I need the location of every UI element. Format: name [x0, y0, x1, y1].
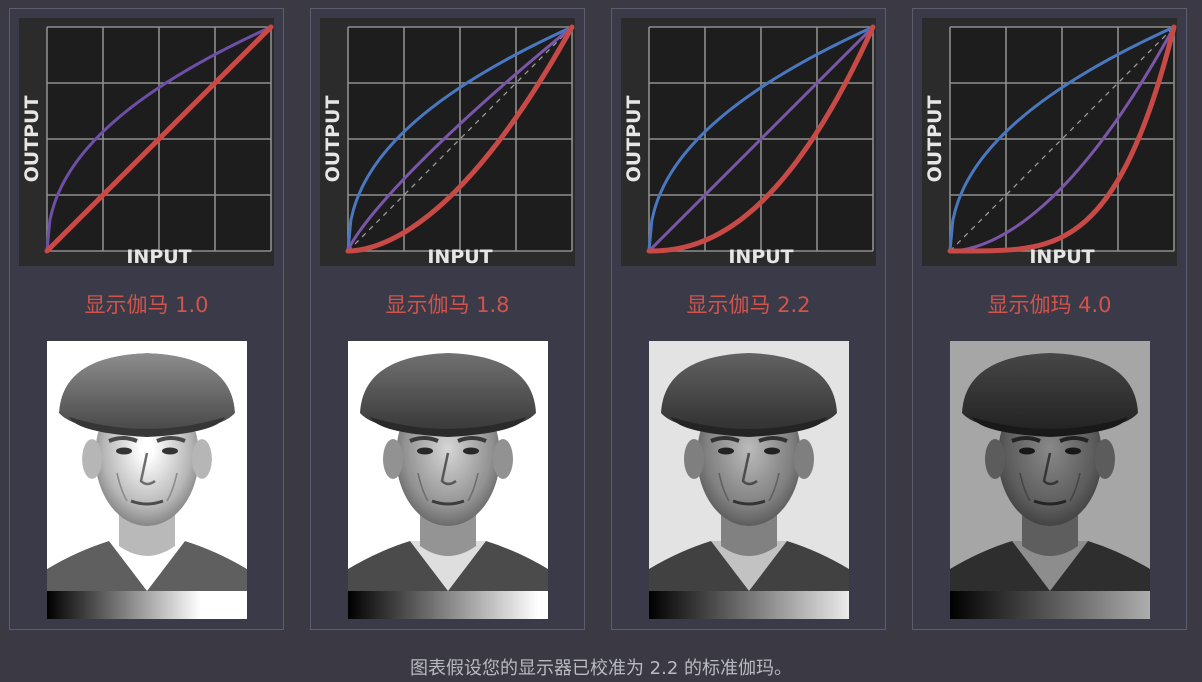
right-ear [493, 439, 513, 479]
gamma-series-line [346, 25, 574, 253]
cap-shape [661, 353, 837, 430]
right-eye [1065, 447, 1081, 455]
gamma-series-line [646, 24, 876, 254]
nose-shape [139, 452, 156, 486]
x-axis-label: INPUT [427, 246, 492, 266]
shirt-shape [711, 541, 787, 591]
shirt-shape [1012, 541, 1088, 591]
grid-lines [347, 26, 573, 252]
gamma-panel: INPUT OUTPUT 显示伽马 1.0 [9, 8, 284, 630]
gamma-series-line [346, 25, 574, 253]
left-ear [985, 439, 1005, 479]
right-eye [463, 447, 479, 455]
left-eye [116, 447, 132, 455]
left-eye [417, 447, 433, 455]
face-wrinkles [116, 472, 178, 502]
x-axis-label: INPUT [126, 246, 191, 266]
right-eye [162, 447, 178, 455]
gamma-curve-chart: INPUT OUTPUT [320, 18, 575, 266]
gamma-series-line [647, 25, 875, 253]
right-brow [758, 436, 788, 443]
gamma-series-line [44, 24, 274, 254]
left-eye [1019, 447, 1035, 455]
y-axis-label: OUTPUT [623, 96, 645, 183]
reference-diagonal [949, 26, 1175, 252]
right-brow [156, 436, 186, 443]
grayscale-ramp [950, 591, 1150, 619]
grid-lines [648, 26, 874, 252]
left-brow [409, 436, 439, 443]
y-axis-label: OUTPUT [322, 96, 344, 183]
gamma-value-label: 显示伽玛 4.0 [987, 293, 1112, 317]
cap-shape [59, 353, 235, 430]
nose-shape [440, 452, 457, 486]
gamma-value-label: 显示伽马 2.2 [686, 293, 811, 317]
face-wrinkles [417, 472, 479, 502]
gamma-value-label: 显示伽马 1.0 [84, 293, 209, 317]
cap-shape [962, 353, 1138, 430]
mouth-shape [130, 499, 164, 506]
nose-shape [741, 452, 758, 486]
left-eye [718, 447, 734, 455]
gamma-curve-svg: INPUT OUTPUT [924, 24, 1177, 266]
right-ear [192, 439, 212, 479]
gamma-curve-chart: INPUT OUTPUT [19, 18, 274, 266]
cap-brim [69, 417, 225, 437]
portrait-photo [950, 341, 1150, 591]
cap-brim [370, 417, 526, 437]
gamma-curve-svg: INPUT OUTPUT [21, 24, 274, 266]
face-wrinkles [718, 472, 780, 502]
shirt-shape [410, 541, 486, 591]
left-brow [1011, 436, 1041, 443]
face-wrinkles [1019, 472, 1081, 502]
gamma-panel: INPUT OUTPUT 显示伽马 1.8 [310, 8, 585, 630]
gamma-series-line [948, 25, 1176, 253]
gamma-panel: INPUT OUTPUT 显示伽马 2.2 [611, 8, 886, 630]
portrait-photo [47, 341, 247, 591]
right-eye [764, 447, 780, 455]
gamma-series-line [45, 25, 273, 253]
right-ear [794, 439, 814, 479]
grayscale-ramp [649, 591, 849, 619]
left-brow [710, 436, 740, 443]
left-brow [108, 436, 138, 443]
grayscale-ramp [348, 591, 548, 619]
gamma-series-line [948, 25, 1176, 253]
gamma-curve-chart: INPUT OUTPUT [621, 18, 876, 266]
gamma-curve-svg: INPUT OUTPUT [623, 24, 876, 266]
shirt-shape [109, 541, 185, 591]
right-brow [1059, 436, 1089, 443]
gamma-series-line [947, 24, 1177, 254]
gamma-series-line [345, 24, 575, 254]
right-brow [457, 436, 487, 443]
cap-shape [360, 353, 536, 430]
gamma-curve-svg: INPUT OUTPUT [322, 24, 575, 266]
cap-brim [972, 417, 1128, 437]
footnote-caption: 图表假设您的显示器已校准为 2.2 的标准伽玛。 [409, 658, 793, 679]
portrait-photo [649, 341, 849, 591]
grayscale-ramp [47, 591, 247, 619]
y-axis-label: OUTPUT [924, 96, 946, 183]
x-axis-label: INPUT [728, 246, 793, 266]
left-ear [383, 439, 403, 479]
nose-shape [1042, 452, 1059, 486]
cap-brim [671, 417, 827, 437]
left-ear [82, 439, 102, 479]
portrait-photo [348, 341, 548, 591]
y-axis-label: OUTPUT [21, 96, 43, 183]
left-ear [684, 439, 704, 479]
gamma-value-label: 显示伽马 1.8 [385, 293, 510, 317]
mouth-shape [1033, 499, 1067, 506]
right-ear [1095, 439, 1115, 479]
mouth-shape [732, 499, 766, 506]
gamma-curve-chart: INPUT OUTPUT [922, 18, 1177, 266]
reference-diagonal [347, 26, 573, 252]
x-axis-label: INPUT [1029, 246, 1094, 266]
mouth-shape [431, 499, 465, 506]
gamma-panel: INPUT OUTPUT 显示伽玛 4.0 [912, 8, 1187, 630]
gamma-series-line [647, 25, 875, 253]
